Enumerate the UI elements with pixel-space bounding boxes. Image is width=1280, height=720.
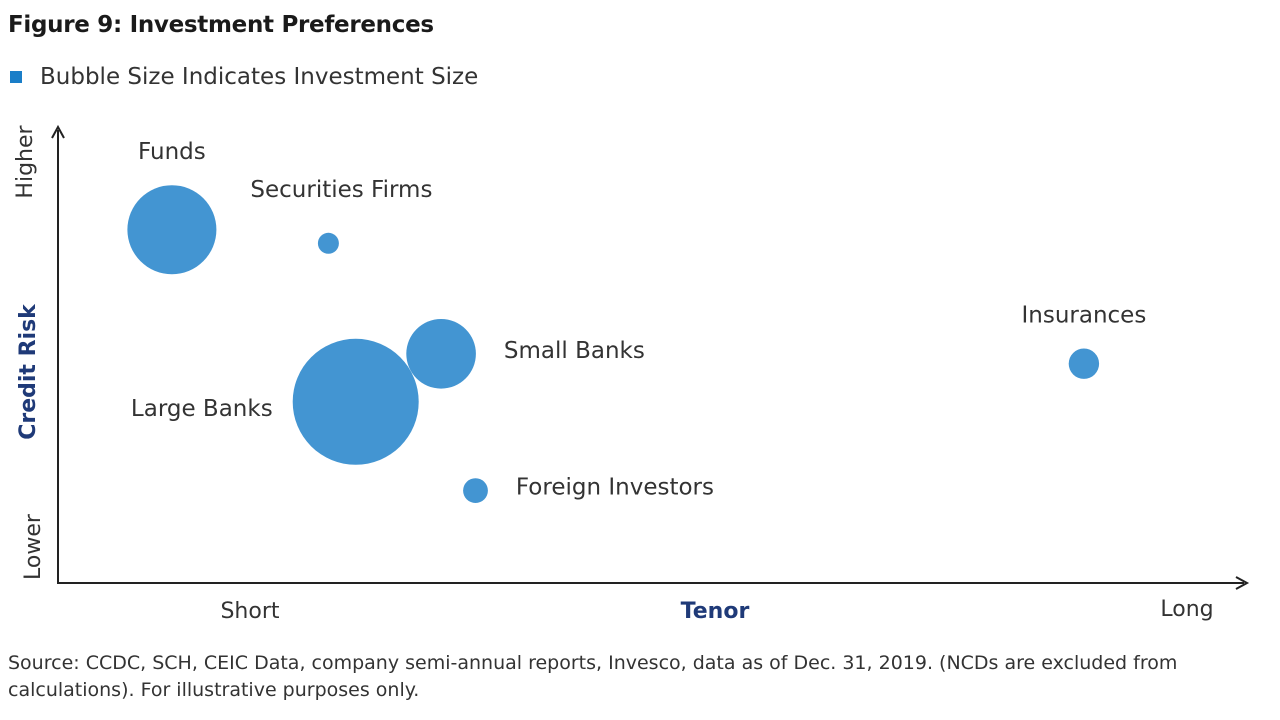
bubble-insurances [1068, 348, 1100, 379]
point-labels: Funds Securities Firms Small Banks Large Ba… [131, 139, 1146, 501]
axes [51, 124, 1250, 590]
chart-title: Figure 9: Investment Preferences [8, 12, 434, 38]
label-funds: Funds [138, 139, 206, 165]
x-axis-arrow [1235, 576, 1250, 590]
label-foreign-investors: Foreign Investors [516, 475, 714, 501]
y-tick-low: Lower [21, 513, 46, 580]
legend-label: Bubble Size Indicates Investment Size [40, 64, 479, 90]
bubble-securities-firms [317, 232, 339, 254]
y-axis-label: Credit Risk [16, 303, 41, 440]
x-tick-high: Long [1160, 597, 1213, 622]
bubble-chart: Funds Securities Firms Small Banks Large Ba… [13, 124, 1250, 624]
legend-swatch [10, 71, 22, 83]
y-axis-arrow [51, 124, 65, 139]
bubble-large-banks [292, 338, 419, 465]
source-note: Source: CCDC, SCH, CEIC Data, company se… [8, 652, 1178, 701]
bubbles [127, 185, 1100, 503]
label-large-banks: Large Banks [131, 396, 273, 422]
x-axis-label: Tenor [681, 599, 750, 624]
bubble-small-banks [406, 319, 476, 389]
bubble-foreign-investors [463, 478, 488, 503]
label-small-banks: Small Banks [504, 338, 645, 364]
bubble-funds [127, 185, 217, 275]
label-insurances: Insurances [1021, 303, 1146, 329]
legend: Bubble Size Indicates Investment Size [10, 64, 478, 90]
y-tick-high: Higher [13, 124, 38, 198]
label-securities-firms: Securities Firms [250, 177, 432, 203]
x-tick-low: Short [220, 599, 279, 624]
